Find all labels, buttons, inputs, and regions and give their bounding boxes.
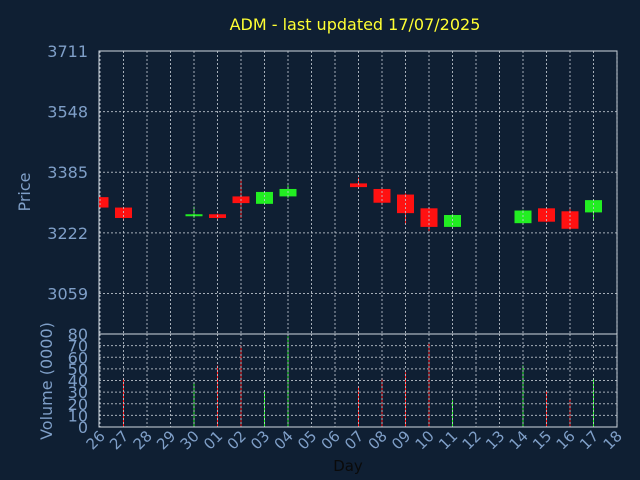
x-tick-label: 01: [200, 427, 226, 453]
x-tick-label: 14: [506, 427, 532, 453]
price-panel: 3059 3222 3385 3548 3711: [47, 42, 618, 335]
x-tick-label: 27: [106, 427, 132, 453]
x-tick-label: 02: [224, 427, 250, 453]
candle-body: [585, 200, 602, 213]
x-tick-label: 12: [459, 427, 485, 453]
price-tick-label: 3711: [47, 42, 88, 61]
volume-tick-label: 70: [68, 337, 88, 356]
x-axis-label: Day: [333, 457, 363, 475]
volume-tick-label: 10: [68, 406, 88, 425]
x-tick-label: 13: [482, 427, 508, 453]
volume-tick-label: 40: [68, 372, 88, 391]
x-tick-label: 15: [529, 427, 555, 453]
candle-body: [350, 183, 367, 188]
volume-tick-label: 60: [68, 348, 88, 367]
candle-body: [538, 208, 555, 222]
price-tick-label: 3548: [47, 103, 88, 122]
volume-axis-label: Volume (0000): [37, 322, 56, 440]
x-tick-label: 30: [177, 427, 203, 453]
volume-tick-label: 30: [68, 383, 88, 402]
volume-tick-label: 20: [68, 395, 88, 414]
x-tick-label: 16: [553, 427, 579, 453]
volume-tick-label: 50: [68, 360, 88, 379]
price-tick-label: 3059: [47, 284, 88, 303]
volume-tick-label: 80: [68, 325, 88, 344]
price-tick-label: 3222: [47, 224, 88, 243]
x-tick-label: 10: [412, 427, 438, 453]
price-tick-label: 3385: [47, 163, 88, 182]
candle-body: [256, 191, 273, 204]
chart-title: ADM - last updated 17/07/2025: [230, 15, 481, 34]
x-tick-label: 04: [271, 427, 297, 453]
candle-body: [420, 208, 438, 227]
x-tick-label: 07: [341, 427, 367, 453]
x-tick-label: 17: [576, 427, 602, 453]
x-tick-label: 08: [365, 427, 391, 453]
price-axis-label: Price: [15, 172, 34, 211]
x-tick-label: 03: [247, 427, 273, 453]
x-tick-label: 29: [153, 427, 179, 453]
volume-tick-label: 0: [78, 418, 88, 437]
x-tick-label: 18: [600, 427, 626, 453]
candle-body: [99, 197, 109, 208]
x-tick-label: 28: [130, 427, 156, 453]
x-tick-label: 05: [294, 427, 320, 453]
candles: [99, 177, 602, 232]
x-tick-label: 11: [435, 427, 461, 453]
x-tick-label: 06: [318, 427, 344, 453]
x-tick-label: 09: [388, 427, 414, 453]
